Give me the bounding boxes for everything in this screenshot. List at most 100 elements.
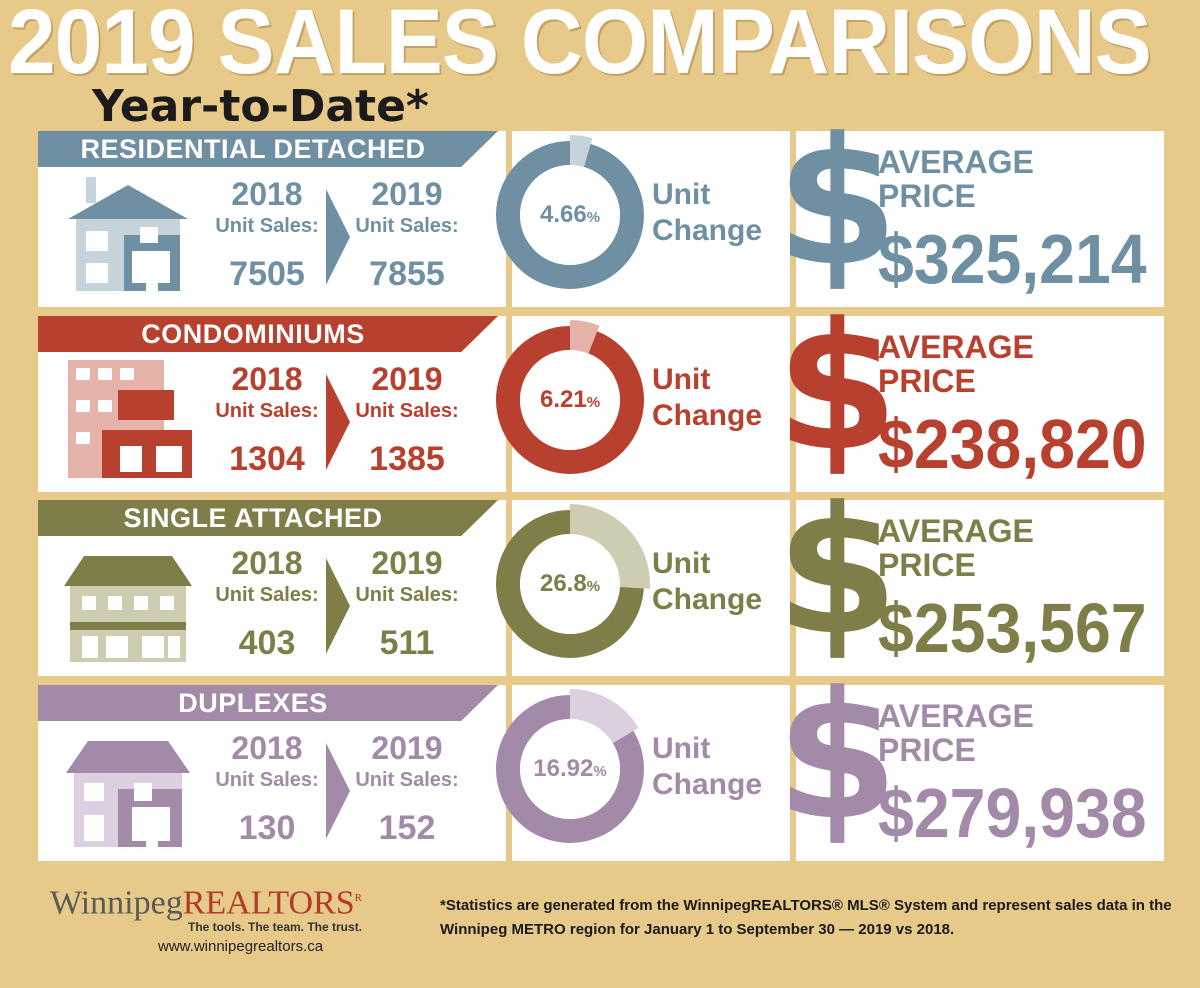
unit-sales-label: Unit Sales:	[215, 584, 319, 606]
row-panel	[796, 316, 1164, 492]
page-subtitle: Year-to-Date*	[92, 81, 429, 132]
logo-winnipeg-text: Winnipeg	[50, 884, 183, 922]
unit-sales-label: Unit Sales:	[355, 769, 459, 791]
footnote: *Statistics are generated from the Winni…	[440, 897, 1172, 938]
sales-2019-block: 2019 Unit Sales: 1385	[352, 360, 462, 490]
row-panel	[796, 685, 1164, 861]
year-label: 2018	[231, 361, 303, 397]
sales-2018-block: 2018 Unit Sales: 403	[212, 544, 322, 674]
year-label: 2019	[371, 361, 443, 397]
year-label: 2019	[371, 545, 443, 581]
donut-ring	[496, 141, 644, 289]
sales-2018-value: 130	[238, 809, 296, 847]
average-price-label: AVERAGE PRICE	[878, 330, 1158, 402]
sales-2018-value: 7505	[229, 255, 305, 293]
logo-tagline: The tools. The team. The trust.	[188, 920, 363, 934]
dollar-icon: $	[776, 469, 899, 674]
year-label: 2018	[231, 176, 303, 212]
caption-unit: Unit	[652, 363, 711, 396]
unit-change-caption: Unit Change	[652, 177, 782, 257]
arrow-right-icon	[326, 743, 350, 839]
logo-realtors-text: REALTORS	[182, 884, 355, 922]
caption-unit: Unit	[652, 547, 711, 580]
average-price-value: $253,567	[878, 589, 1147, 667]
sales-2018-block: 2018 Unit Sales: 1304	[212, 360, 322, 490]
category-row: RESIDENTIAL DETACHED 2018 Unit Sales: 7505 2…	[0, 103, 1200, 307]
unit-change-caption: Unit Change	[652, 362, 782, 442]
label-average: AVERAGE	[878, 513, 1034, 549]
dollar-icon: $	[776, 654, 899, 859]
average-price-label: AVERAGE PRICE	[878, 514, 1158, 586]
unit-change-donut	[490, 320, 650, 480]
label-price: PRICE	[878, 178, 976, 214]
category-banner: CONDOMINIUMS	[38, 316, 498, 352]
donut-change-segment	[490, 504, 650, 664]
average-price-label: AVERAGE PRICE	[878, 699, 1158, 771]
category-banner: RESIDENTIAL DETACHED	[38, 131, 498, 167]
average-price-value: $238,820	[878, 405, 1147, 483]
page-title: 2019 SALES COMPARISONS	[8, 0, 1152, 93]
arrow-right-icon	[326, 558, 350, 654]
label-price: PRICE	[878, 363, 976, 399]
category-banner: DUPLEXES	[38, 685, 498, 721]
sales-2019-value: 152	[378, 809, 436, 847]
donut-hole	[520, 534, 620, 634]
arrow-right-icon	[326, 374, 350, 470]
label-average: AVERAGE	[878, 698, 1034, 734]
caption-change: Change	[652, 768, 763, 801]
unit-sales-label: Unit Sales:	[355, 584, 459, 606]
caption-change: Change	[652, 583, 763, 616]
unit-sales-label: Unit Sales:	[355, 400, 459, 422]
winnipeg-realtors-logo: WinnipegREALTORSR	[50, 876, 380, 922]
label-average: AVERAGE	[878, 144, 1034, 180]
donut-change-segment	[490, 135, 650, 295]
unit-change-label: 6.21%	[520, 380, 620, 420]
arrow-right-icon	[326, 189, 350, 285]
category-row: SINGLE ATTACHED 2018 Unit Sales: 403 2019 Uni…	[0, 472, 1200, 676]
house-icon	[62, 175, 194, 297]
website-link[interactable]: www.winnipegrealtors.ca	[158, 938, 324, 955]
sales-2019-block: 2019 Unit Sales: 7855	[352, 175, 462, 305]
sales-2018-value: 1304	[229, 440, 305, 478]
caption-change: Change	[652, 214, 763, 247]
house-icon	[62, 544, 194, 666]
sales-2018-block: 2018 Unit Sales: 130	[212, 729, 322, 859]
unit-change-value: 6.21	[539, 386, 587, 413]
unit-change-label: 4.66%	[520, 195, 620, 235]
unit-change-donut	[490, 689, 650, 849]
donut-hole	[520, 350, 620, 450]
sales-2019-block: 2019 Unit Sales: 152	[352, 729, 462, 859]
sales-2019-value: 511	[379, 624, 435, 662]
average-price-value: $279,938	[878, 774, 1147, 852]
average-price-label: AVERAGE PRICE	[878, 145, 1158, 217]
unit-change-label: 16.92%	[520, 749, 620, 789]
label-average: AVERAGE	[878, 329, 1034, 365]
dollar-icon: $	[776, 285, 899, 490]
donut-change-segment	[490, 689, 650, 849]
percent-sign: %	[586, 209, 601, 226]
caption-unit: Unit	[652, 178, 711, 211]
label-price: PRICE	[878, 732, 976, 768]
year-label: 2018	[231, 730, 303, 766]
unit-change-value: 26.8	[539, 570, 587, 597]
unit-sales-label: Unit Sales:	[355, 215, 459, 237]
unit-sales-label: Unit Sales:	[215, 400, 319, 422]
year-label: 2018	[231, 545, 303, 581]
unit-sales-label: Unit Sales:	[215, 215, 319, 237]
percent-sign: %	[586, 578, 601, 595]
unit-change-label: 26.8%	[520, 564, 620, 604]
year-label: 2019	[371, 176, 443, 212]
house-icon	[62, 360, 194, 482]
sales-2018-block: 2018 Unit Sales: 7505	[212, 175, 322, 305]
category-row: DUPLEXES 2018 Unit Sales: 130 2019 Unit Sales…	[0, 657, 1200, 861]
sales-2018-value: 403	[238, 624, 296, 662]
unit-change-caption: Unit Change	[652, 731, 782, 811]
unit-change-donut	[490, 504, 650, 664]
unit-change-value: 16.92	[533, 755, 594, 782]
percent-sign: %	[593, 763, 607, 780]
donut-hole	[520, 719, 620, 819]
row-panel	[796, 131, 1164, 307]
year-label: 2019	[371, 730, 443, 766]
category-row: CONDOMINIUMS 2018 Unit Sales: 1304 2019 Unit …	[0, 288, 1200, 492]
unit-change-value: 4.66	[539, 201, 587, 228]
